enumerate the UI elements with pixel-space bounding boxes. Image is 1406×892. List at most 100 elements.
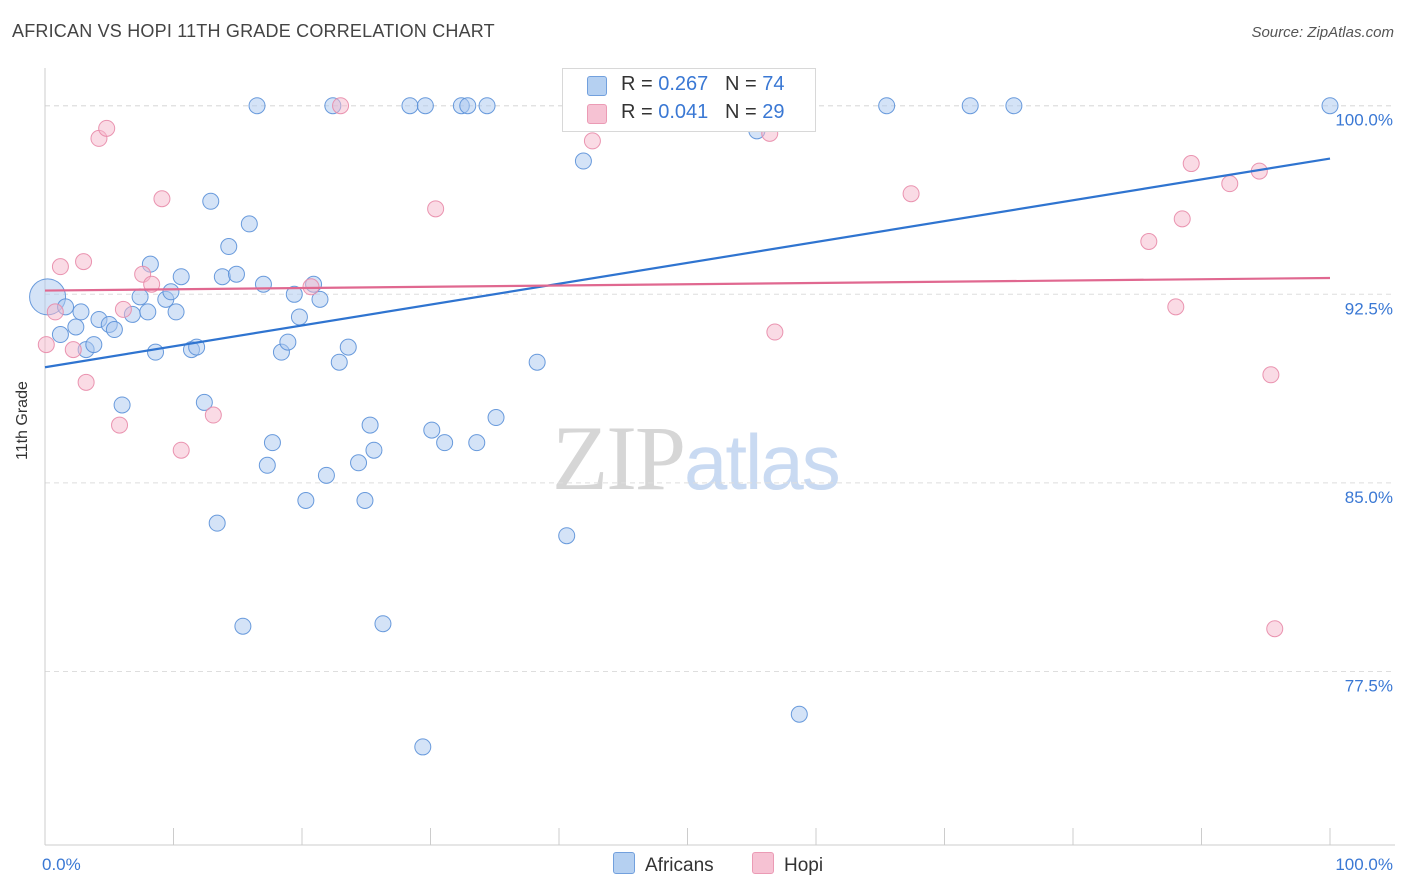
hopi-point (46, 303, 64, 321)
y-tick-label: 92.5% (1345, 299, 1393, 318)
hopi-point (1167, 298, 1185, 316)
africans-point (85, 336, 103, 354)
africans-point (254, 275, 272, 293)
hopi-r-label: R = (621, 101, 653, 123)
africans-stats: R = 0.267 N = 74 (621, 73, 784, 96)
africans-point (528, 353, 546, 371)
africans-point (72, 303, 90, 321)
hopi-n-value: 29 (762, 101, 785, 123)
africans-n-label: N = (724, 73, 757, 95)
africans-point (297, 492, 315, 510)
axis-layer (44, 68, 1395, 846)
africans-legend-label: Africans (645, 855, 714, 876)
hopi-point (902, 185, 920, 203)
africans-point (401, 97, 419, 115)
hopi-point (1266, 620, 1284, 638)
correlation-legend: R = 0.267 N = 74 R = 0.041 N = 29 (562, 68, 816, 132)
hopi-point (1262, 366, 1280, 384)
africans-point (436, 434, 454, 452)
africans-point (147, 343, 165, 361)
africans-point (131, 288, 149, 306)
hopi-point (64, 341, 82, 359)
hopi-point (427, 200, 445, 218)
hopi-point (77, 373, 95, 391)
hopi-n-label: N = (724, 101, 757, 123)
africans-r-label: R = (621, 73, 653, 95)
x-tick-label-max: 100.0% (1335, 855, 1393, 874)
hopi-trend-line (44, 276, 1331, 292)
africans-point (459, 97, 477, 115)
africans-point (961, 97, 979, 115)
africans-legend-swatch (613, 852, 635, 874)
hopi-r-value: 0.041 (658, 101, 709, 123)
hopi-stats: R = 0.041 N = 29 (621, 101, 784, 124)
africans-point (1005, 97, 1023, 115)
africans-point (67, 318, 85, 336)
hopi-point (1173, 210, 1191, 228)
source-label: Source: ZipAtlas.com (1251, 24, 1394, 41)
africans-point (356, 492, 374, 510)
africans-point (258, 456, 276, 474)
y-tick-label: 85.0% (1345, 488, 1393, 507)
hopi-point (98, 119, 116, 137)
hopi-point (204, 406, 222, 424)
hopi-point (302, 278, 320, 296)
africans-point (790, 705, 808, 723)
africans-point (330, 353, 348, 371)
hopi-point (332, 97, 350, 115)
hopi-point (1221, 175, 1239, 193)
x-tick-label-min: 0.0% (42, 855, 81, 874)
africans-points (29, 97, 1339, 756)
africans-point (220, 238, 238, 256)
hopi-point (172, 441, 190, 459)
africans-point (423, 421, 441, 439)
africans-point (51, 326, 69, 344)
hopi-swatch (587, 104, 607, 124)
africans-point (374, 615, 392, 633)
y-tick-label: 100.0% (1335, 111, 1393, 130)
africans-point (290, 308, 308, 326)
watermark-atlas: atlas (684, 418, 841, 506)
africans-r-value: 0.267 (658, 73, 709, 95)
watermark: ZIPatlas (552, 405, 841, 511)
hopi-point (143, 275, 161, 293)
y-tick-label: 77.5% (1345, 676, 1393, 695)
africans-point (227, 265, 245, 283)
africans-point (339, 338, 357, 356)
hopi-point (51, 258, 69, 276)
africans-point (263, 434, 281, 452)
hopi-point (75, 253, 93, 271)
africans-point (279, 333, 297, 351)
hopi-point (37, 336, 55, 354)
grid-layer (45, 105, 1395, 672)
africans-point (248, 97, 266, 115)
africans-point (172, 268, 190, 286)
hopi-point (153, 190, 171, 208)
hopi-point (114, 300, 132, 318)
africans-point (414, 738, 432, 756)
africans-point (478, 97, 496, 115)
africans-point (311, 290, 329, 308)
africans-point (167, 303, 185, 321)
trend-layer (44, 157, 1331, 369)
hopi-point (583, 132, 601, 150)
tick-label-layer: 77.5% 85.0% 92.5% 100.0% 0.0% 100.0% (42, 111, 1393, 874)
hopi-point (111, 416, 129, 434)
africans-point (139, 303, 157, 321)
africans-point (240, 215, 258, 233)
africans-point (1321, 97, 1339, 115)
africans-point (213, 268, 231, 286)
africans-point (878, 97, 896, 115)
hopi-points (37, 97, 1284, 638)
chart-title: AFRICAN VS HOPI 11TH GRADE CORRELATION C… (12, 21, 495, 41)
africans-point (202, 192, 220, 210)
watermark-zip: ZIP (552, 407, 686, 509)
africans-point (105, 321, 123, 339)
africans-point (558, 527, 576, 545)
africans-point (350, 454, 368, 472)
hopi-legend-label: Hopi (784, 855, 824, 876)
africans-swatch (587, 76, 607, 96)
africans-n-value: 74 (762, 73, 785, 95)
africans-point (361, 416, 379, 434)
